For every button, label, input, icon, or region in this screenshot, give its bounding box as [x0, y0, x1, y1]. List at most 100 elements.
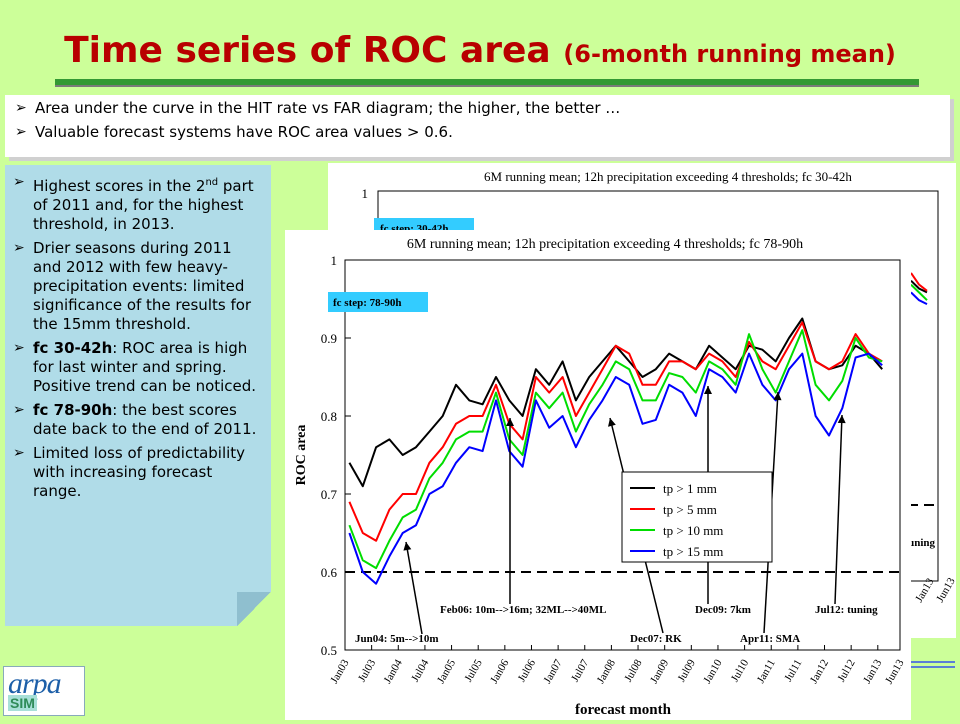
- x-tick-label: Jul05: [462, 657, 485, 684]
- arrow-bullet-icon: ➢: [13, 340, 25, 356]
- finding-text: : the best scores date back to the end o…: [33, 401, 257, 438]
- annotation-arrowhead: [506, 418, 514, 426]
- annotation-label: Jun04: 5m-->10m: [355, 633, 439, 645]
- annotation-arrowhead: [773, 392, 782, 401]
- x-tick-label: Jul04: [409, 657, 432, 684]
- annotation-label: Jul12: tuning: [815, 604, 878, 616]
- series-line: [910, 272, 928, 292]
- finding-text: Highest scores in the 2: [33, 177, 206, 195]
- finding-bullet: ➢ Drier seasons during 2011 and 2012 wit…: [13, 239, 263, 334]
- annotation-tuning: tuning: [904, 537, 935, 549]
- x-tick-label: Jan03: [328, 657, 351, 686]
- title-main: Time series of ROC area: [64, 30, 551, 71]
- series-line: [348, 321, 883, 542]
- page-title: Time series of ROC area (6-month running…: [0, 30, 960, 71]
- arrow-bullet-icon: ➢: [13, 174, 25, 190]
- definition-bullet: ➢ Valuable forecast systems have ROC are…: [15, 123, 950, 141]
- x-tick-label: Jan07: [541, 657, 564, 686]
- x-tick-label: Jan09: [648, 657, 671, 686]
- arrow-bullet-icon: ➢: [13, 402, 25, 418]
- legend-box: [621, 471, 773, 563]
- logo-text: arpa: [8, 667, 62, 700]
- x-tick-label: Jul07: [569, 657, 592, 684]
- finding-text: Drier seasons during 2011 and 2012 with …: [33, 239, 252, 333]
- annotation-arrowhead: [704, 386, 712, 394]
- arrow-bullet-icon: ➢: [13, 445, 25, 461]
- series-line: [910, 291, 928, 305]
- finding-bullet: ➢ fc 30-42h: ROC area is high for last w…: [13, 339, 263, 396]
- y-tick-label: 0.8: [321, 409, 337, 424]
- y-tick-label: 0.7: [321, 487, 338, 502]
- definition-text: Area under the curve in the HIT rate vs …: [35, 99, 621, 117]
- y-tick-label: 0.9: [321, 331, 337, 346]
- x-axis-label: forecast month: [575, 702, 672, 718]
- x-tick-label: Jun13: [883, 657, 907, 686]
- annotation-label: Dec09: 7km: [695, 604, 751, 616]
- y-axis-label: ROC area: [294, 425, 309, 486]
- finding-text: part of 2011 and, for the highest thresh…: [33, 177, 254, 233]
- logo-sub: SIM: [8, 695, 37, 711]
- finding-text: : ROC area is high for last winter and s…: [33, 339, 257, 395]
- annotation-arrowhead: [403, 542, 412, 551]
- legend-label: tp > 1 mm: [663, 481, 717, 496]
- x-tick-label: Jan12: [808, 658, 831, 686]
- series-line: [910, 279, 928, 294]
- x-tick-label: Jan10: [701, 657, 724, 686]
- y-tick-label: 1: [362, 186, 369, 201]
- x-tick-label: Jul12: [835, 658, 857, 685]
- y-tick-label: 0.5: [321, 643, 337, 658]
- x-tick-label: Jan11: [755, 658, 778, 686]
- finding-bullet: ➢ fc 78-90h: the best scores date back t…: [13, 401, 263, 439]
- y-tick-label: 0.6: [321, 565, 338, 580]
- finding-bold: fc 30-42h: [33, 339, 113, 357]
- x-tick-label: Jun13: [934, 575, 956, 604]
- x-tick-label: Jul03: [356, 657, 379, 684]
- title-sub: (6-month running mean): [563, 40, 896, 68]
- finding-bold: fc 78-90h: [33, 401, 113, 419]
- annotation-arrow: [405, 541, 423, 635]
- annotation-label: Feb06: 10m-->16m; 32ML-->40ML: [440, 604, 607, 616]
- annotation-label: Dec07: RK: [630, 633, 682, 645]
- series-line: [910, 283, 928, 301]
- x-tick-label: Jan08: [595, 657, 618, 686]
- finding-text: Limited loss of predictability with incr…: [33, 444, 246, 500]
- chart-title: 6M running mean; 12h precipitation excee…: [407, 237, 803, 252]
- x-tick-label: Jan06: [488, 657, 511, 686]
- x-tick-label: Jul10: [729, 657, 752, 684]
- arrow-bullet-icon: ➢: [15, 100, 27, 116]
- series-line: [348, 317, 883, 488]
- x-tick-label: Jul09: [676, 657, 699, 684]
- x-tick-label: Jan04: [382, 657, 405, 686]
- definition-bullet: ➢ Area under the curve in the HIT rate v…: [15, 99, 950, 117]
- series-line: [348, 352, 883, 585]
- finding-bullet: ➢ Limited loss of predictability with in…: [13, 444, 263, 501]
- x-tick-label: Jul06: [516, 657, 539, 684]
- finding-bullet: ➢ Highest scores in the 2nd part of 2011…: [13, 173, 263, 234]
- chart-title: 6M running mean; 12h precipitation excee…: [484, 169, 852, 184]
- definition-box: ➢ Area under the curve in the HIT rate v…: [5, 95, 950, 157]
- arrow-bullet-icon: ➢: [15, 124, 27, 140]
- chart-fc78-90: 6M running mean; 12h precipitation excee…: [294, 237, 907, 718]
- legend-label: tp > 5 mm: [663, 502, 717, 517]
- fc-step-label: fc step: 78-90h: [333, 297, 401, 309]
- annotation-arrowhead: [837, 415, 846, 424]
- legend-label: tp > 15 mm: [663, 544, 723, 559]
- page-curl-decoration: [237, 592, 271, 626]
- series-line: [348, 329, 883, 570]
- definition-text: Valuable forecast systems have ROC area …: [35, 123, 453, 141]
- x-tick-label: Jul08: [622, 657, 645, 684]
- annotation-arrow: [834, 414, 843, 605]
- y-tick-label: 1: [331, 253, 338, 268]
- arrow-bullet-icon: ➢: [13, 240, 25, 256]
- finding-sup: nd: [205, 177, 219, 188]
- fc-step-label-box: [328, 292, 428, 312]
- annotation-arrowhead: [608, 418, 616, 427]
- legend-label: tp > 10 mm: [663, 523, 723, 538]
- annotation-label: Apr11: SMA: [740, 633, 800, 645]
- findings-box: ➢ Highest scores in the 2nd part of 2011…: [5, 165, 271, 626]
- title-divider: [55, 79, 919, 87]
- x-tick-label: Jan13: [913, 576, 936, 605]
- x-tick-label: Jul11: [782, 658, 804, 684]
- chart-fc78-90-panel: 6M running mean; 12h precipitation excee…: [285, 230, 911, 720]
- x-tick-label: Jan13: [861, 657, 884, 686]
